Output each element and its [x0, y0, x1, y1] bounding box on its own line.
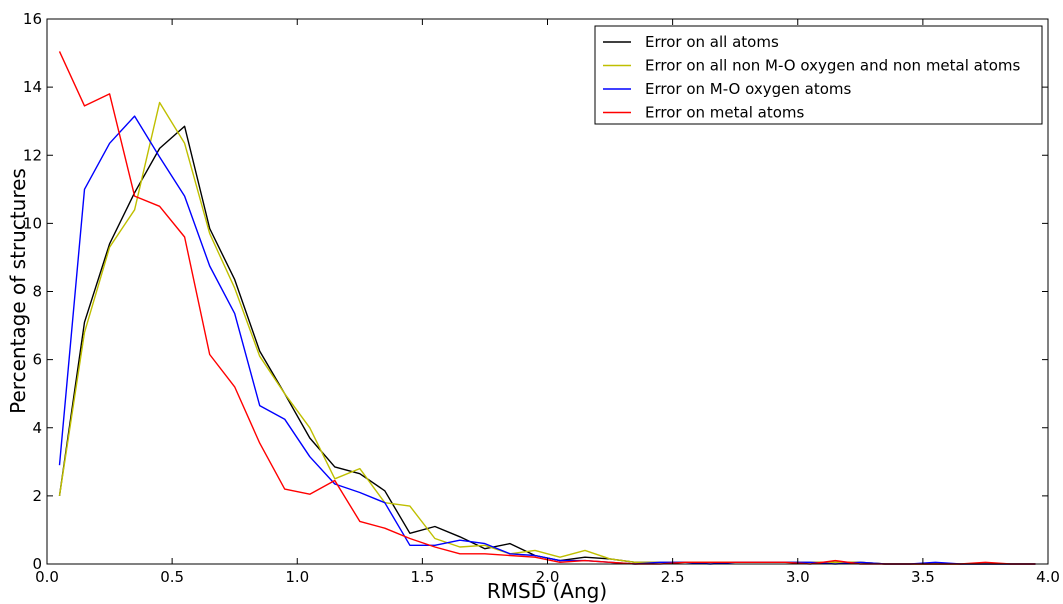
legend-label-4: Error on metal atoms — [645, 104, 804, 122]
legend-box — [594, 25, 1043, 125]
y-tick-label: 10 — [23, 214, 42, 232]
y-tick-label: 16 — [23, 10, 42, 28]
plot-frame — [46, 18, 1049, 565]
x-tick-label: 0.0 — [35, 568, 59, 586]
legend: Error on all atoms Error on all non M-O o… — [594, 25, 1043, 125]
x-axis-title: RMSD (Ang) — [487, 579, 607, 603]
x-tick-label: 2.5 — [661, 568, 685, 586]
x-tick-label: 3.0 — [786, 568, 810, 586]
x-tick-label: 1.0 — [285, 568, 309, 586]
y-tick-label: 4 — [32, 419, 42, 437]
y-tick-label: 12 — [23, 146, 42, 164]
x-tick-label: 3.5 — [911, 568, 935, 586]
legend-label-1: Error on all atoms — [645, 33, 779, 51]
y-tick-label: 2 — [32, 487, 42, 505]
x-tick-label: 4.0 — [1036, 568, 1060, 586]
y-tick-label: 8 — [32, 283, 42, 301]
tick-layer: 0.0 0.5 1.0 1.5 2.0 2.5 3.0 3.5 4.0 0 2 4 6 8 10 12 14 16 — [23, 10, 1060, 586]
y-tick-label: 6 — [32, 351, 42, 369]
x-tick-label: 1.5 — [410, 568, 434, 586]
x-tick-label: 2.0 — [536, 568, 560, 586]
y-tick-label: 14 — [23, 78, 42, 96]
legend-label-2: Error on all non M-O oxygen and non meta… — [645, 57, 1021, 75]
legend-label-3: Error on M-O oxygen atoms — [645, 80, 851, 98]
y-tick-label: 0 — [32, 555, 42, 573]
x-tick-label: 0.5 — [160, 568, 184, 586]
y-axis-title: Percentage of structures — [6, 168, 30, 414]
